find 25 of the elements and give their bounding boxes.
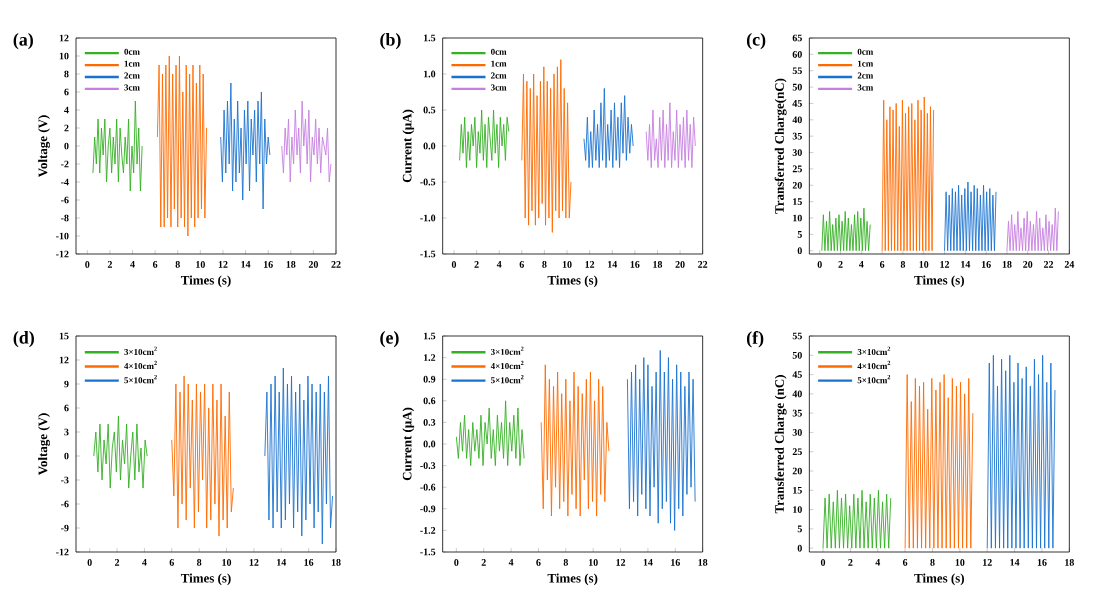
line-series bbox=[93, 415, 148, 489]
line-series bbox=[92, 100, 143, 192]
line-series bbox=[220, 82, 271, 210]
line-series bbox=[156, 55, 208, 237]
chart-title: (f) bbox=[746, 331, 764, 348]
chart-title: (e) bbox=[380, 331, 399, 348]
line-series bbox=[521, 59, 572, 233]
line-series bbox=[1006, 207, 1059, 252]
line-series bbox=[264, 367, 334, 545]
chart-title: (a) bbox=[13, 33, 33, 50]
line-series bbox=[944, 181, 997, 252]
line-series bbox=[583, 87, 634, 169]
line-series bbox=[540, 364, 610, 517]
line-series bbox=[986, 354, 1056, 549]
line-series bbox=[821, 207, 871, 252]
line-series bbox=[822, 489, 892, 549]
line-series bbox=[455, 400, 525, 467]
chart-title: (d) bbox=[13, 331, 34, 348]
chart-title: (b) bbox=[380, 33, 401, 50]
line-series bbox=[881, 96, 935, 252]
line-series bbox=[645, 102, 696, 169]
line-series bbox=[626, 349, 696, 531]
line-series bbox=[171, 375, 234, 537]
chart-title: (c) bbox=[746, 33, 766, 50]
line-series bbox=[904, 374, 974, 549]
